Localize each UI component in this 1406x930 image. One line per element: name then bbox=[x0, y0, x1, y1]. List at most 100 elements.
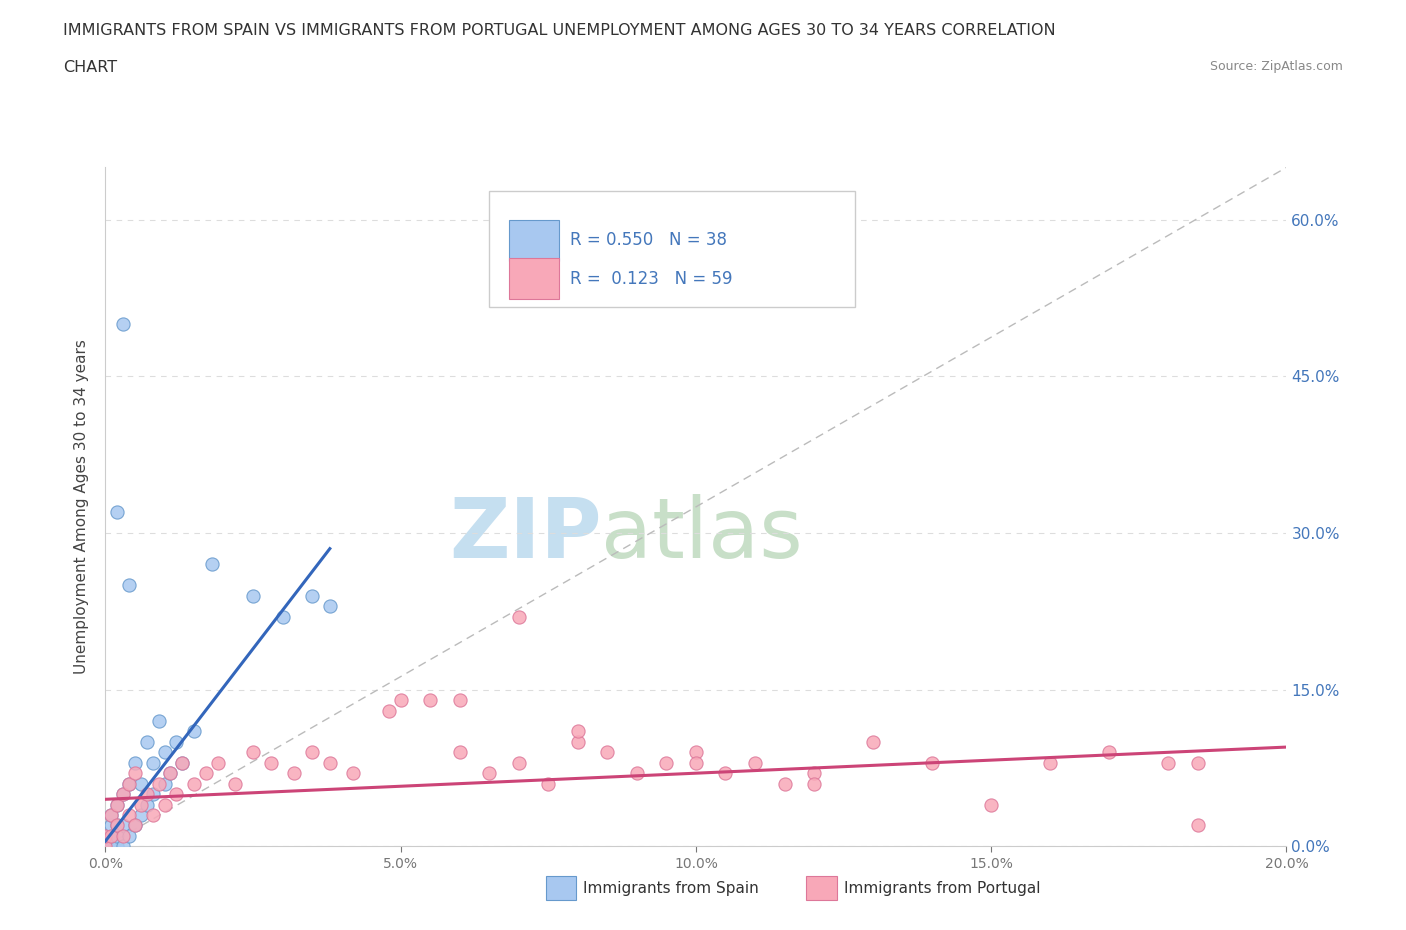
Point bbox=[567, 724, 589, 738]
Point bbox=[183, 777, 205, 791]
Point bbox=[389, 693, 412, 708]
Point bbox=[129, 797, 152, 812]
Point bbox=[172, 755, 194, 770]
Text: atlas: atlas bbox=[602, 494, 803, 575]
Point bbox=[118, 578, 141, 592]
Point bbox=[129, 777, 152, 791]
Text: Immigrants from Spain: Immigrants from Spain bbox=[583, 881, 759, 896]
Point bbox=[449, 693, 471, 708]
Point bbox=[118, 807, 141, 822]
Point bbox=[112, 839, 135, 854]
Text: Immigrants from Portugal: Immigrants from Portugal bbox=[844, 881, 1040, 896]
Point bbox=[449, 745, 471, 760]
Point bbox=[100, 818, 122, 833]
FancyBboxPatch shape bbox=[509, 219, 560, 261]
Point bbox=[105, 829, 128, 844]
Point bbox=[153, 777, 176, 791]
Point bbox=[148, 777, 170, 791]
Point bbox=[105, 797, 128, 812]
Point bbox=[685, 745, 707, 760]
Text: Source: ZipAtlas.com: Source: ZipAtlas.com bbox=[1209, 60, 1343, 73]
Point bbox=[194, 765, 217, 780]
Point bbox=[105, 505, 128, 520]
Point bbox=[129, 807, 152, 822]
Point bbox=[135, 787, 157, 802]
Point bbox=[201, 557, 224, 572]
Point bbox=[172, 755, 194, 770]
Point bbox=[94, 829, 117, 844]
FancyBboxPatch shape bbox=[489, 192, 855, 307]
Point bbox=[980, 797, 1002, 812]
Point bbox=[744, 755, 766, 770]
Point bbox=[207, 755, 229, 770]
Point bbox=[1098, 745, 1121, 760]
Point bbox=[508, 609, 530, 624]
Point bbox=[242, 588, 264, 603]
Point bbox=[478, 765, 501, 780]
Y-axis label: Unemployment Among Ages 30 to 34 years: Unemployment Among Ages 30 to 34 years bbox=[75, 339, 90, 674]
Point bbox=[301, 745, 323, 760]
Point bbox=[94, 829, 117, 844]
Text: R = 0.550   N = 38: R = 0.550 N = 38 bbox=[569, 232, 727, 249]
Text: CHART: CHART bbox=[63, 60, 117, 75]
Point bbox=[142, 755, 165, 770]
Point bbox=[124, 755, 146, 770]
Point bbox=[419, 693, 441, 708]
Point bbox=[567, 735, 589, 750]
Point bbox=[118, 777, 141, 791]
Point bbox=[655, 755, 678, 770]
Point bbox=[803, 777, 825, 791]
Text: IMMIGRANTS FROM SPAIN VS IMMIGRANTS FROM PORTUGAL UNEMPLOYMENT AMONG AGES 30 TO : IMMIGRANTS FROM SPAIN VS IMMIGRANTS FROM… bbox=[63, 23, 1056, 38]
Point bbox=[112, 787, 135, 802]
Text: R =  0.123   N = 59: R = 0.123 N = 59 bbox=[569, 270, 733, 287]
Point bbox=[271, 609, 294, 624]
Point bbox=[118, 829, 141, 844]
Point bbox=[242, 745, 264, 760]
FancyBboxPatch shape bbox=[509, 258, 560, 299]
Point bbox=[803, 765, 825, 780]
Point bbox=[124, 818, 146, 833]
Point bbox=[508, 755, 530, 770]
Point bbox=[100, 829, 122, 844]
Point bbox=[159, 765, 181, 780]
Point bbox=[105, 818, 128, 833]
Point bbox=[105, 818, 128, 833]
Point bbox=[105, 839, 128, 854]
Point bbox=[112, 316, 135, 331]
Point bbox=[135, 735, 157, 750]
Point bbox=[153, 745, 176, 760]
Point bbox=[100, 839, 122, 854]
Point bbox=[342, 765, 364, 780]
Point bbox=[94, 839, 117, 854]
Point bbox=[1187, 818, 1209, 833]
Point bbox=[1157, 755, 1180, 770]
Point bbox=[1187, 755, 1209, 770]
Point bbox=[142, 787, 165, 802]
Point bbox=[112, 818, 135, 833]
Point bbox=[124, 818, 146, 833]
Point bbox=[112, 829, 135, 844]
Point bbox=[100, 807, 122, 822]
Point bbox=[94, 839, 117, 854]
Point bbox=[319, 599, 342, 614]
Point bbox=[378, 703, 401, 718]
Point bbox=[159, 765, 181, 780]
Point bbox=[626, 765, 648, 780]
Point bbox=[685, 755, 707, 770]
Point bbox=[135, 797, 157, 812]
Point bbox=[142, 807, 165, 822]
Point bbox=[153, 797, 176, 812]
Point bbox=[319, 755, 342, 770]
Point bbox=[100, 829, 122, 844]
Point bbox=[183, 724, 205, 738]
Point bbox=[596, 745, 619, 760]
Point bbox=[862, 735, 884, 750]
Point bbox=[165, 735, 187, 750]
Point bbox=[301, 588, 323, 603]
Point bbox=[148, 713, 170, 728]
Point bbox=[105, 797, 128, 812]
Point bbox=[118, 777, 141, 791]
Point bbox=[283, 765, 305, 780]
Point bbox=[112, 787, 135, 802]
Point bbox=[165, 787, 187, 802]
